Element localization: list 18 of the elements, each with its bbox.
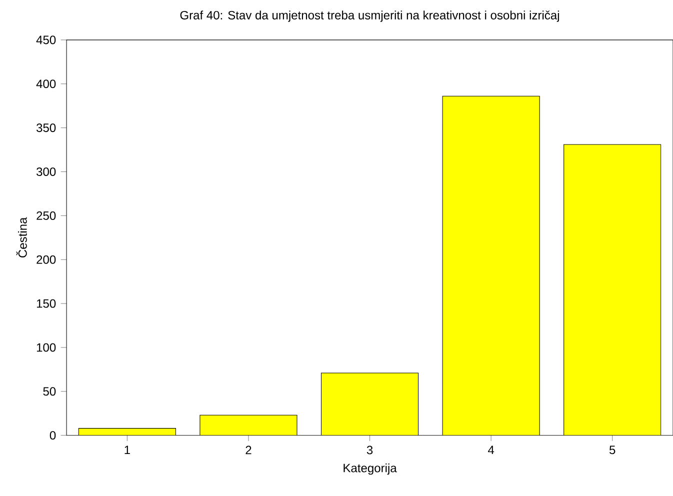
y-axis-title: Čestina <box>16 217 27 258</box>
x-tick-label: 4 <box>488 446 494 454</box>
x-tick-label: 2 <box>246 446 252 454</box>
y-tick-label: 0 <box>50 430 56 440</box>
x-axis-title: Kategorija <box>344 463 397 475</box>
y-tick-label: 200 <box>36 255 56 264</box>
y-tick-label: 150 <box>36 299 56 308</box>
y-tick-label: 450 <box>36 36 56 44</box>
y-tick-label: 400 <box>36 80 56 88</box>
y-tick-label: 300 <box>36 167 56 176</box>
y-tick-label: 50 <box>43 387 56 396</box>
y-tick-label: 350 <box>36 123 56 132</box>
x-tick-label: 1 <box>124 446 130 454</box>
y-tick-label: 100 <box>36 343 56 352</box>
chart-title: Graf 40: Stav da umjetnost treba usmjeriti na kreativnost i osobni izričaj <box>180 10 559 22</box>
x-tick-label: 5 <box>609 446 616 454</box>
x-tick-label: 3 <box>366 446 373 454</box>
y-tick-label: 250 <box>36 211 56 220</box>
